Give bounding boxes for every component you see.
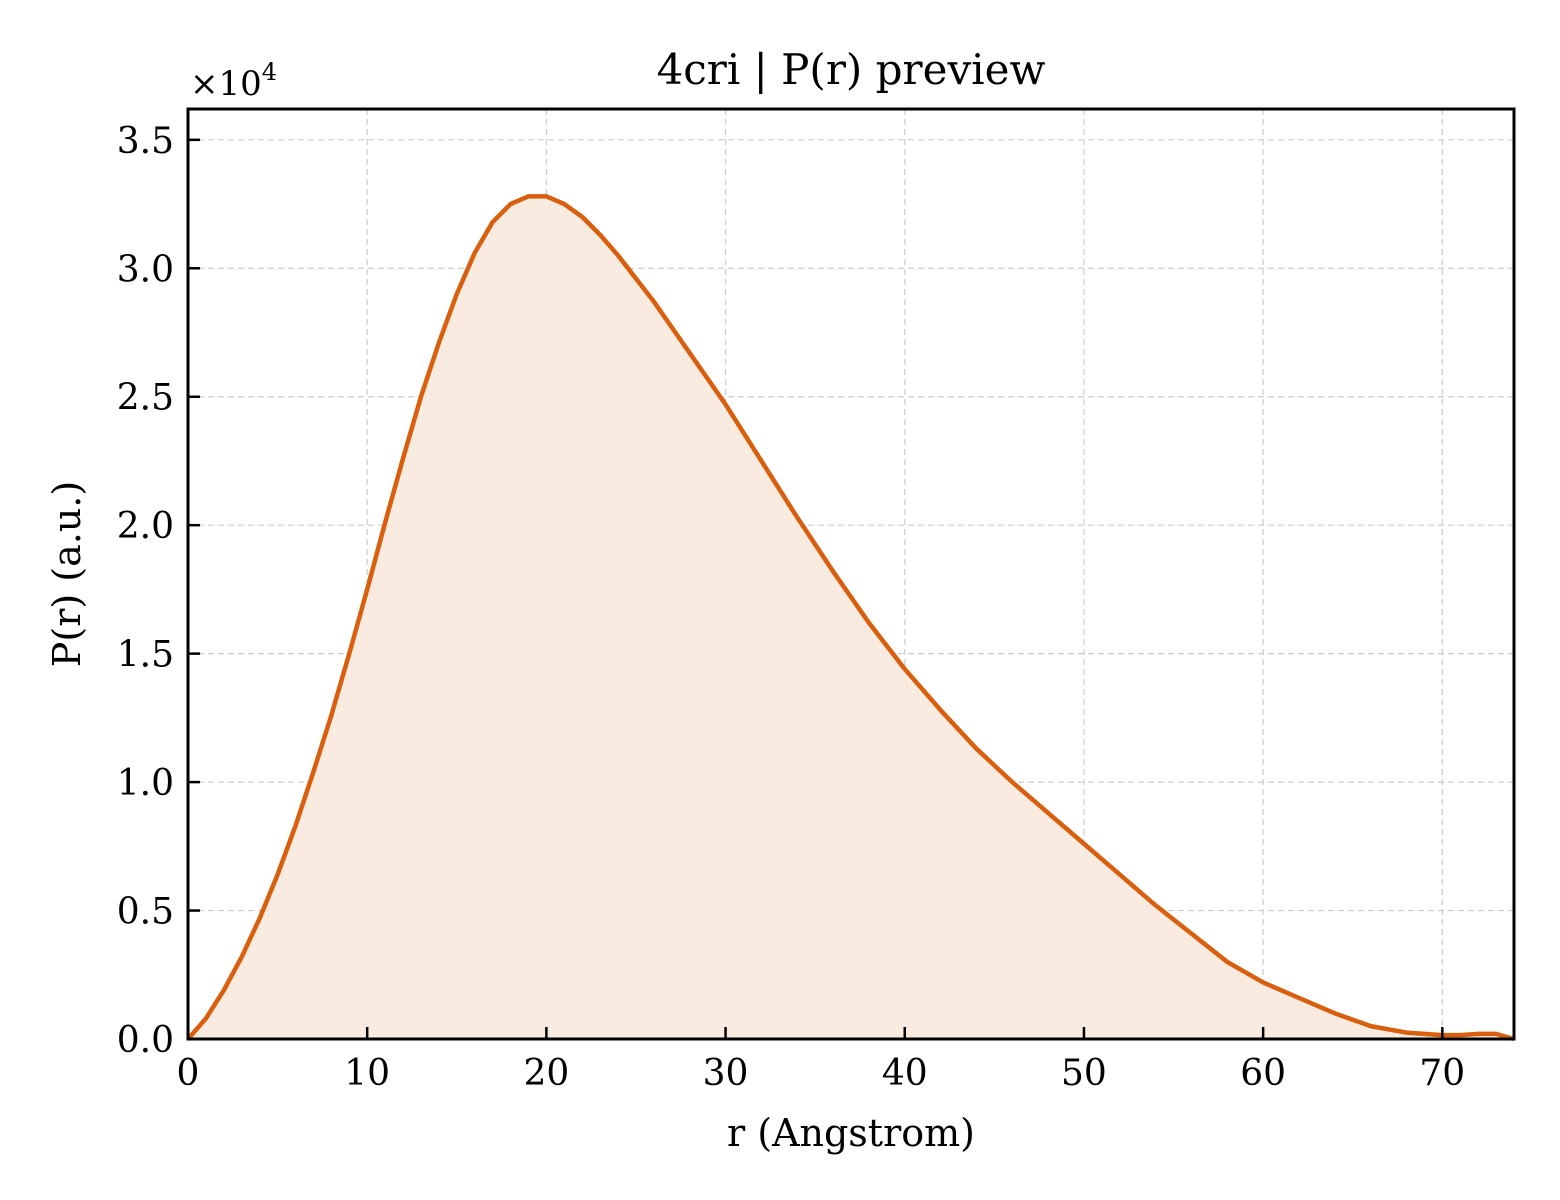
pr-series-line [186, 194, 1515, 1042]
y-tick-label: 1.5 [117, 635, 174, 676]
x-axis-label: r (Angstrom) [727, 1111, 975, 1155]
y-axis-label: P(r) (a.u.) [45, 481, 89, 667]
x-tick-label: 40 [882, 1053, 928, 1094]
x-tick-label: 20 [523, 1053, 569, 1094]
y-tick-label: 3.0 [117, 249, 174, 290]
x-tick-label: 30 [703, 1053, 749, 1094]
plot-frame [186, 107, 1516, 1041]
y-tick-label: 2.5 [117, 378, 174, 419]
y-tick-label: 0.0 [117, 1020, 174, 1061]
chart-title: 4cri | P(r) preview [657, 45, 1046, 94]
x-tick-label: 60 [1240, 1053, 1286, 1094]
y-tick-label: 3.5 [117, 121, 174, 162]
y-tick-label: 1.0 [117, 763, 174, 804]
x-tick-label: 50 [1061, 1053, 1107, 1094]
axis-ticks: 0 10 20 30 40 50 60 70 0.0 0.5 1.0 1.5 2.0 2.5 3.0 3.5 [117, 121, 1465, 1094]
y-tick-label: 0.5 [117, 892, 174, 933]
x-tick-label: 10 [344, 1053, 390, 1094]
y-axis-multiplier-base: ×10 [190, 64, 262, 104]
y-tick-label: 2.0 [117, 506, 174, 547]
x-tick-label: 70 [1419, 1053, 1465, 1094]
y-axis-multiplier-exponent: 4 [262, 58, 277, 86]
y-axis-multiplier: ×104 [190, 58, 277, 104]
x-tick-label: 0 [177, 1053, 200, 1094]
pr-area-fill [188, 196, 1514, 1040]
